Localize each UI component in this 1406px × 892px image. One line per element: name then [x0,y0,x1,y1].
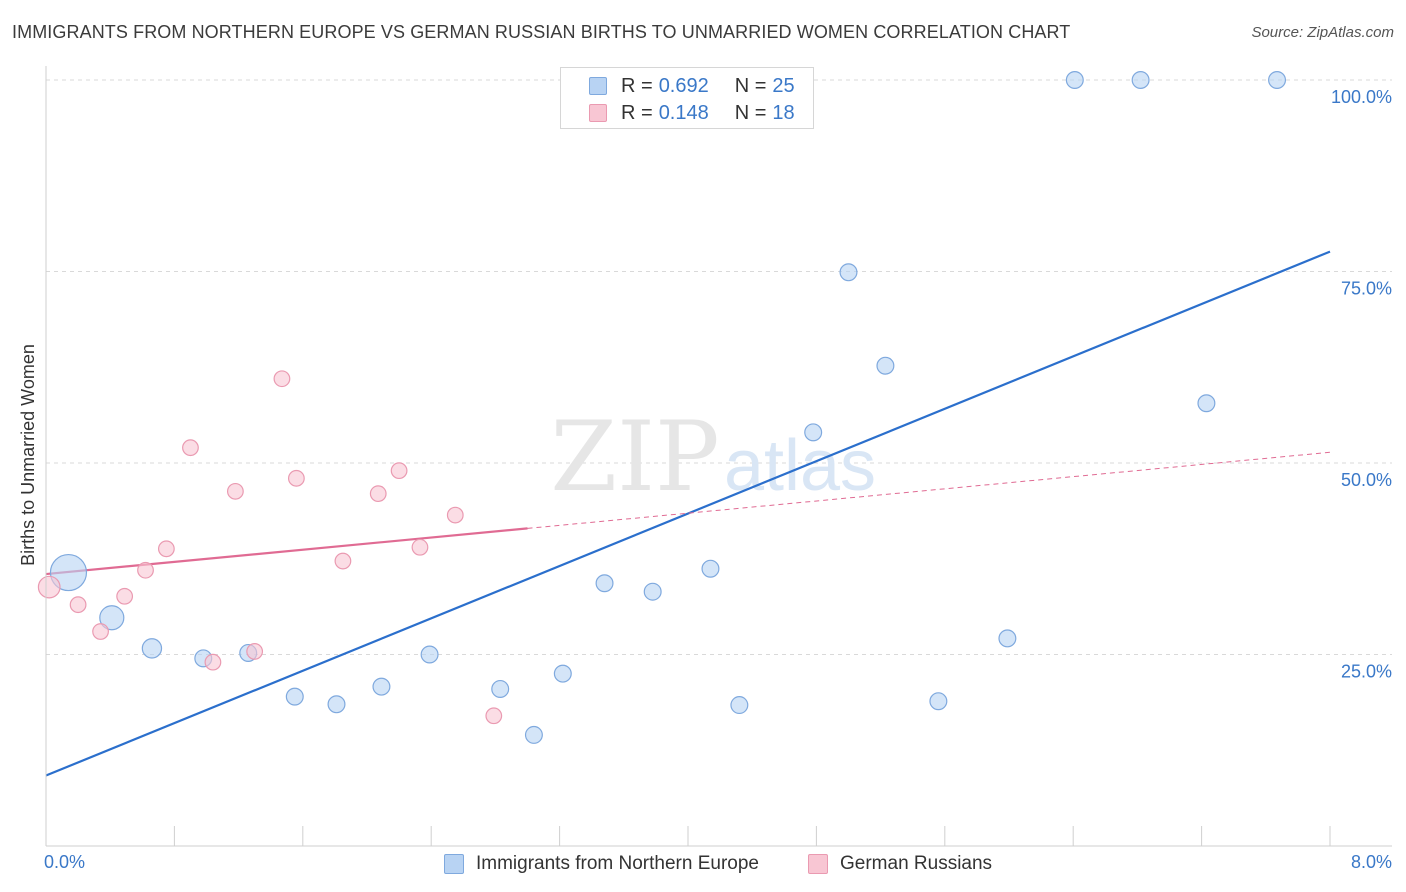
data-point-pink [37,575,61,599]
trend-line-pink [45,527,528,576]
data-point-blue [99,605,125,631]
watermark: ZIP atlas [550,401,876,513]
y-tick-label: 75.0% [1341,279,1392,299]
y-tick-label: 50.0% [1341,470,1392,490]
data-point-blue [1268,70,1287,89]
data-point-pink [485,707,503,725]
data-point-pink [157,540,175,558]
data-point-blue [730,696,749,715]
x-tick-label-max: 8.0% [1350,852,1392,872]
trend-line-blue [45,250,1331,777]
data-point-blue [998,629,1017,648]
x-tick-label-min: 0.0% [44,852,86,872]
data-point-pink [334,552,352,570]
data-point-blue [420,645,439,664]
data-point-blue [327,695,346,714]
data-point-pink [287,469,305,487]
r-value: 0.692 [658,74,709,97]
data-point-blue [141,638,163,659]
data-point-blue [804,423,823,442]
data-point-blue [524,725,543,744]
legend-row-blue: R = 0.692 N = 25 [589,74,795,98]
source-label: Source: ZipAtlas.com [1251,24,1394,41]
data-point-pink [369,485,387,503]
data-point-pink [226,482,244,500]
data-point-blue [839,263,858,282]
chart-title: IMMIGRANTS FROM NORTHERN EUROPE VS GERMA… [12,22,1071,42]
n-value: 18 [772,101,795,124]
data-point-pink [137,561,154,579]
grid-layer [46,79,1392,655]
data-point-blue [876,356,895,375]
n-label: N = [734,101,767,124]
data-point-blue [643,582,662,601]
data-point-pink [69,596,87,614]
y-tick-label: 25.0% [1341,662,1392,682]
data-point-blue [1197,394,1216,413]
axis-layer: 25.0% 50.0% 75.0% 100.0% [45,66,1392,847]
pink-swatch [589,104,607,122]
r-value: 0.148 [658,101,709,124]
data-point-blue [595,574,614,593]
watermark-atlas: atlas [724,426,876,506]
data-point-blue [701,559,720,578]
data-point-pink [92,623,109,640]
data-point-blue [553,664,572,683]
data-point-blue [1131,70,1150,89]
data-point-pink [116,587,134,605]
r-label: R = [621,74,653,97]
data-point-pink [390,462,408,480]
y-tick-label: 100.0% [1331,87,1392,107]
n-label: N = [734,74,767,97]
data-point-blue [372,677,391,696]
data-point-blue [491,679,510,698]
r-label: R = [621,101,653,124]
legend-row-pink: R = 0.148 N = 18 [589,101,795,125]
data-point-blue [929,692,948,711]
correlation-legend: R = 0.692 N = 25 R = 0.148 N = 18 [560,67,814,129]
data-point-blue [49,553,88,592]
legend-item-northern-europe: Immigrants from Northern Europe [444,851,759,877]
data-point-pink [273,370,291,388]
data-point-blue [1065,70,1084,89]
legend-item-german-russians: German Russians [808,851,992,877]
trend-layer [45,250,1331,777]
blue-swatch [444,854,464,874]
points-layer [37,70,1287,744]
watermark-zip: ZIP [550,401,719,513]
data-point-blue [285,687,304,706]
legend-label: German Russians [840,853,993,874]
data-point-pink [204,653,222,671]
data-point-pink [446,506,464,524]
blue-swatch [589,77,607,95]
data-point-pink [246,643,264,660]
pink-swatch [808,854,828,874]
data-point-pink [411,538,429,556]
y-axis-label: Births to Unmarried Women [18,344,38,566]
n-value: 25 [772,74,795,97]
data-point-pink [182,439,199,457]
legend-label: Immigrants from Northern Europe [476,853,759,874]
